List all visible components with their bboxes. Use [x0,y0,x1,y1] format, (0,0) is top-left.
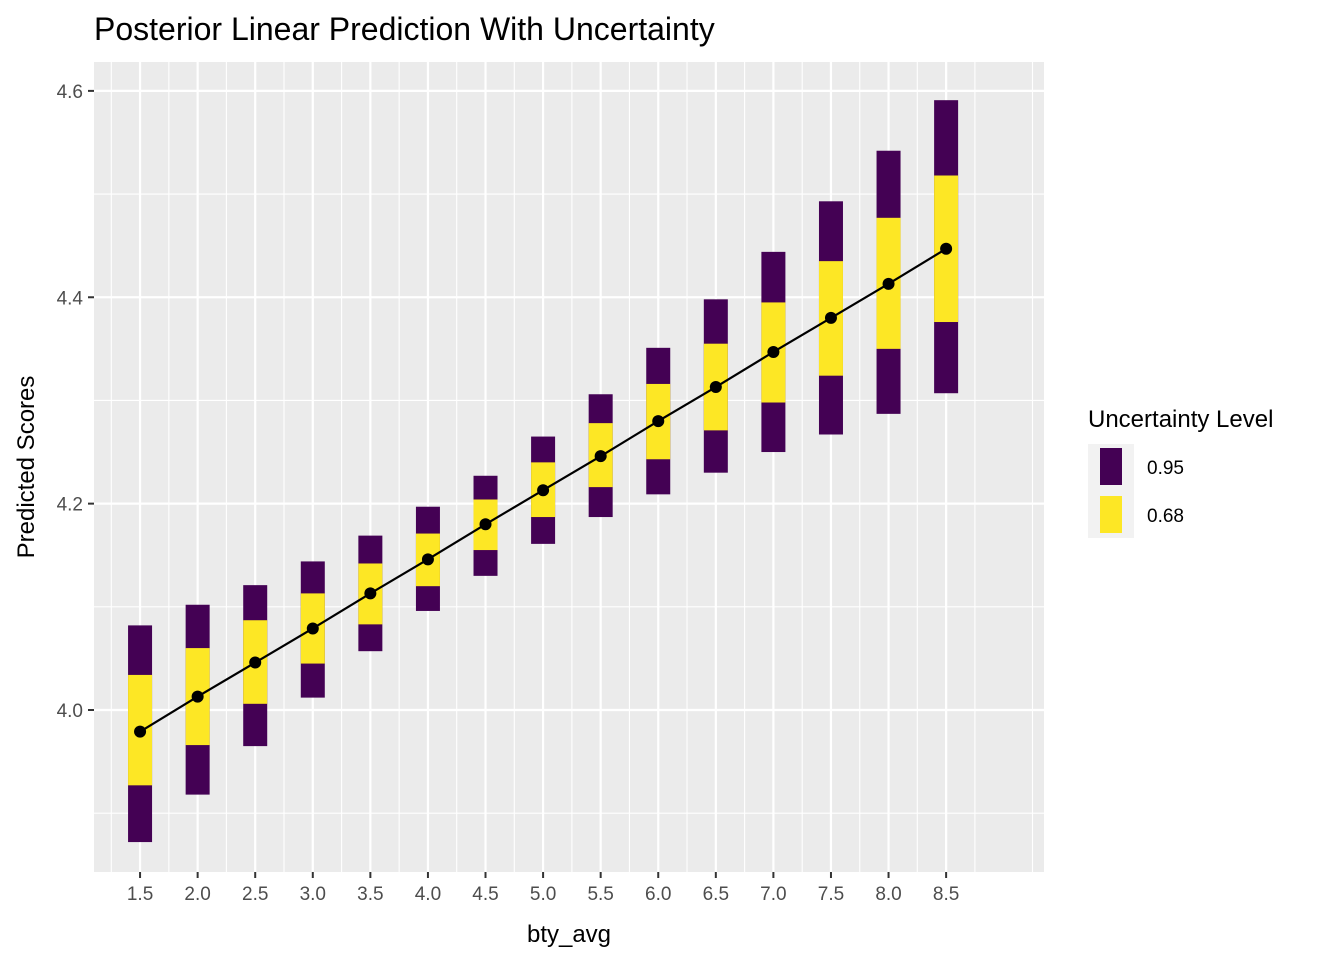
legend-key-095 [1100,448,1122,485]
x-tick-label: 7.5 [818,884,844,905]
x-tick-label: 4.0 [415,884,441,905]
x-tick-label: 3.0 [300,884,326,905]
prediction-point-11 [767,345,780,358]
prediction-point-6 [479,518,492,531]
prediction-point-10 [709,381,722,394]
plot-panel [94,62,1044,872]
x-tick-label: 2.5 [242,884,268,905]
prediction-point-1 [191,690,204,703]
prediction-point-9 [652,415,665,428]
prediction-point-13 [882,277,895,290]
x-tick-label: 5.5 [587,884,613,905]
y-tick-label: 4.6 [57,82,83,103]
legend-label-068: 0.68 [1147,506,1184,527]
x-axis-title: bty_avg [527,921,611,948]
chart-title: Posterior Linear Prediction With Uncerta… [94,11,715,47]
prediction-point-2 [249,656,262,669]
prediction-point-14 [940,242,953,255]
prediction-point-5 [421,553,434,566]
prediction-point-3 [306,622,319,635]
legend-label-095: 0.95 [1147,458,1184,479]
x-tick-label: 8.0 [875,884,901,905]
x-tick-label: 6.0 [645,884,671,905]
y-tick-label: 4.2 [57,495,83,516]
x-axis-ticks: 1.5 2.0 2.5 3.0 3.5 4.0 4.5 5.0 5.5 6.0 6.5 7.0 7.5 8… [127,872,959,905]
y-axis-title: Predicted Scores [13,376,40,559]
x-tick-label: 2.0 [184,884,210,905]
x-tick-label: 8.5 [933,884,959,905]
x-tick-label: 1.5 [127,884,153,905]
legend-title: Uncertainty Level [1088,406,1273,433]
prediction-point-4 [364,587,377,600]
prediction-point-7 [537,484,550,497]
prediction-point-8 [594,450,607,463]
prediction-point-12 [824,311,837,324]
x-tick-label: 3.5 [357,884,383,905]
prediction-points [134,242,953,738]
x-tick-label: 4.5 [472,884,498,905]
y-tick-label: 4.0 [57,701,83,722]
x-tick-label: 5.0 [530,884,556,905]
x-tick-label: 7.0 [760,884,786,905]
y-axis-ticks: 4.0 4.2 4.4 4.6 [57,82,94,722]
prediction-point-0 [134,725,147,738]
x-tick-label: 6.5 [703,884,729,905]
y-tick-label: 4.4 [57,288,84,309]
minor-gridlines [94,62,1044,872]
legend: Uncertainty Level 0.95 0.68 [1088,406,1273,538]
legend-key-068 [1100,496,1122,533]
